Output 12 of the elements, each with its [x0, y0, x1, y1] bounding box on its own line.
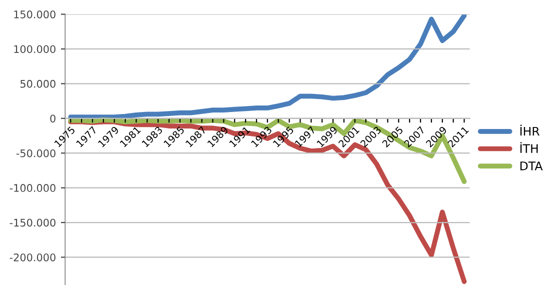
- legend-label: DTA: [520, 162, 543, 170]
- legend-label: İTH: [520, 142, 538, 153]
- y-tick-label: 50.000: [20, 80, 56, 88]
- y-tick-label: -150.000: [10, 218, 56, 227]
- y-tick-label: 100.000: [14, 45, 56, 54]
- y-tick-label: 0: [50, 114, 56, 122]
- legend-label: İHR: [520, 124, 540, 136]
- y-tick-label: 150.000: [14, 10, 56, 18]
- y-tick-label: -200.000: [10, 253, 56, 262]
- y-tick-label: -100.000: [10, 184, 56, 192]
- line-series: [68, 14, 467, 120]
- y-tick-label: -50.000: [16, 149, 56, 158]
